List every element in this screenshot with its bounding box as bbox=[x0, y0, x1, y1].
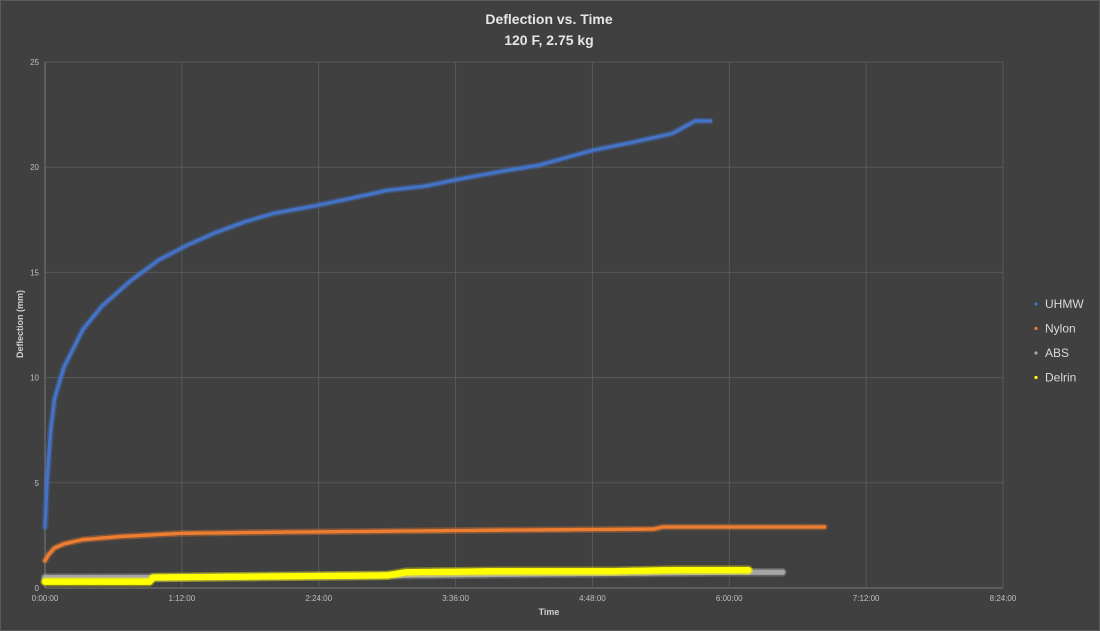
data-point bbox=[822, 525, 827, 529]
series-uhmw bbox=[41, 117, 714, 531]
x-tick-label: 4:48:00 bbox=[579, 594, 606, 603]
data-point bbox=[779, 569, 786, 575]
legend-marker bbox=[1034, 351, 1038, 355]
y-tick-label: 25 bbox=[30, 58, 39, 67]
y-axis-label: Deflection (mm) bbox=[15, 290, 25, 358]
legend-marker bbox=[1034, 326, 1038, 331]
y-tick-label: 15 bbox=[30, 268, 39, 277]
legend-item-abs: ABS bbox=[1034, 346, 1069, 360]
legend-item-uhmw: UHMW bbox=[1034, 297, 1084, 311]
data-point bbox=[745, 566, 752, 574]
x-tick-label: 7:12:00 bbox=[853, 594, 880, 603]
x-tick-label: 3:36:00 bbox=[442, 594, 469, 603]
x-tick-label: 0:00:00 bbox=[32, 594, 59, 603]
legend-marker bbox=[1034, 302, 1038, 306]
x-tick-label: 2:24:00 bbox=[305, 594, 332, 603]
chart-title: Deflection vs. Time bbox=[485, 11, 613, 27]
x-tick-label: 6:00:00 bbox=[716, 594, 743, 603]
legend-label: Delrin bbox=[1045, 371, 1076, 385]
y-tick-label: 20 bbox=[30, 163, 39, 172]
x-tick-label: 8:24:00 bbox=[990, 594, 1017, 603]
series-delrin bbox=[40, 565, 754, 587]
legend-marker bbox=[1034, 375, 1038, 380]
chart-subtitle: 120 F, 2.75 kg bbox=[504, 32, 594, 48]
x-tick-label: 1:12:00 bbox=[169, 594, 196, 603]
series-nylon bbox=[41, 523, 828, 564]
x-axis-label: Time bbox=[539, 607, 560, 617]
legend-item-nylon: Nylon bbox=[1034, 322, 1076, 336]
legend: UHMW Nylon ABS Delrin bbox=[1034, 297, 1084, 385]
legend-item-delrin: Delrin bbox=[1034, 371, 1076, 385]
series-layer bbox=[40, 117, 828, 587]
legend-label: UHMW bbox=[1045, 297, 1084, 311]
y-tick-label: 5 bbox=[35, 479, 40, 488]
legend-label: ABS bbox=[1045, 346, 1069, 360]
legend-label: Nylon bbox=[1045, 322, 1076, 336]
y-tick-label: 10 bbox=[30, 374, 39, 383]
y-tick-label: 0 bbox=[35, 584, 40, 593]
x-axis-ticks: 0:00:00 1:12:00 2:24:00 3:36:00 4:48:00 6:00:… bbox=[32, 594, 1017, 603]
y-axis-ticks: 0 5 10 15 20 25 bbox=[30, 58, 39, 593]
data-point bbox=[708, 119, 713, 123]
